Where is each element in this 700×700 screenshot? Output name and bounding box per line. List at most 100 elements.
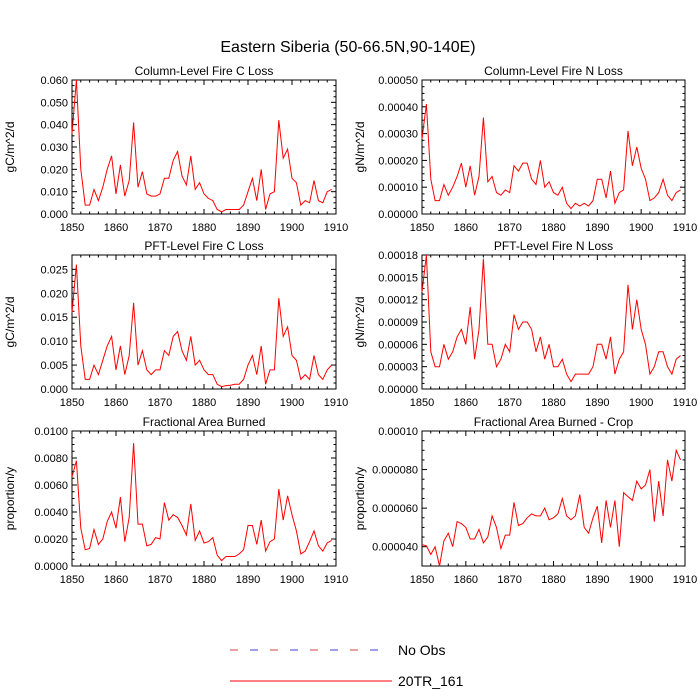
y-tick-label: 0.015 xyxy=(40,312,68,324)
plot-frame xyxy=(421,430,686,567)
y-tick-label: 0.000080 xyxy=(372,465,418,477)
panel-2: 1850 1860 1870 1880 1890 1900 1910 0.00000 0.000… xyxy=(353,64,697,234)
y-tick-label: 0.000040 xyxy=(372,542,418,554)
panel-title: Fractional Area Burned - Crop xyxy=(474,415,634,429)
x-tick-label: 1850 xyxy=(410,397,434,409)
x-tick-label: 1860 xyxy=(104,574,128,586)
x-tick-label: 1870 xyxy=(148,397,172,409)
y-tick-label: 0.00010 xyxy=(378,426,418,438)
x-tick-label: 1860 xyxy=(454,222,478,234)
x-tick-label: 1860 xyxy=(454,574,478,586)
y-tick-label: 0.025 xyxy=(40,264,68,276)
x-tick-label: 1910 xyxy=(673,397,697,409)
series-line-20TR_161 xyxy=(71,264,332,388)
x-tick-label: 1850 xyxy=(410,574,434,586)
y-axis-label: proportion/y xyxy=(353,467,367,530)
y-tick-label: 0.0020 xyxy=(34,534,68,546)
panel-title: PFT-Level Fire N Loss xyxy=(494,239,613,253)
x-tick-label: 1890 xyxy=(236,574,260,586)
y-tick-label: 0.00018 xyxy=(378,250,418,262)
x-tick-label: 1860 xyxy=(104,222,128,234)
x-tick-label: 1890 xyxy=(585,397,609,409)
y-axis-label: gN/m^2/d xyxy=(353,297,367,348)
x-tick-label: 1880 xyxy=(192,222,216,234)
y-tick-label: 0.00020 xyxy=(378,155,418,167)
panel-title: Column-Level Fire N Loss xyxy=(484,64,623,78)
plot-frame xyxy=(71,430,337,567)
y-tick-label: 0.00006 xyxy=(378,339,418,351)
x-tick-label: 1870 xyxy=(148,574,172,586)
x-tick-label: 1910 xyxy=(324,397,348,409)
series-line-20TR_161 xyxy=(71,79,332,213)
x-tick-label: 1880 xyxy=(541,397,565,409)
y-tick-label: 0.0060 xyxy=(34,480,68,492)
y-tick-label: 0.00050 xyxy=(378,75,418,87)
x-tick-label: 1900 xyxy=(629,574,653,586)
legend-label-no-obs: No Obs xyxy=(398,642,445,658)
panels: 1850 1860 1870 1880 1890 1900 1910 0.000 0.010 0.… xyxy=(3,64,697,586)
x-tick-label: 1890 xyxy=(236,397,260,409)
y-tick-label: 0.0000 xyxy=(34,561,68,573)
figure-title: Eastern Siberia (50-66.5N,90-140E) xyxy=(220,39,475,56)
x-tick-label: 1900 xyxy=(629,397,653,409)
panel-5: 1850 1860 1870 1880 1890 1900 1910 0.0000 0.0020… xyxy=(3,415,348,586)
x-tick-label: 1870 xyxy=(497,574,521,586)
plot-frame xyxy=(421,79,686,215)
x-tick-label: 1910 xyxy=(673,222,697,234)
y-tick-label: 0.00003 xyxy=(378,362,418,374)
y-tick-label: 0.030 xyxy=(40,142,68,154)
series-line-20TR_161 xyxy=(421,448,682,567)
y-tick-label: 0.000 xyxy=(40,209,68,221)
y-tick-label: 0.020 xyxy=(40,288,68,300)
y-tick-label: 0.00040 xyxy=(378,102,418,114)
panel-title: PFT-Level Fire C Loss xyxy=(144,239,263,253)
y-tick-label: 0.00009 xyxy=(378,317,418,329)
y-tick-label: 0.0040 xyxy=(34,507,68,519)
y-axis-label: gC/m^2/d xyxy=(3,122,17,173)
panel-1: 1850 1860 1870 1880 1890 1900 1910 0.000 0.010 0.… xyxy=(3,64,348,234)
x-tick-label: 1860 xyxy=(104,397,128,409)
y-tick-label: 0.0080 xyxy=(34,453,68,465)
y-tick-label: 0.010 xyxy=(40,187,68,199)
x-tick-label: 1900 xyxy=(280,397,304,409)
panel-title: Fractional Area Burned xyxy=(143,415,266,429)
x-tick-label: 1850 xyxy=(60,397,84,409)
series-line-20TR_161 xyxy=(421,254,681,383)
series-line-20TR_161 xyxy=(421,104,681,210)
x-tick-label: 1850 xyxy=(60,222,84,234)
x-tick-label: 1880 xyxy=(541,222,565,234)
legend: No Obs 20TR_161 xyxy=(230,642,464,689)
y-tick-label: 0.010 xyxy=(40,336,68,348)
y-tick-label: 0.00010 xyxy=(378,182,418,194)
y-tick-label: 0.005 xyxy=(40,360,68,372)
x-tick-label: 1870 xyxy=(497,222,521,234)
y-tick-label: 0.00000 xyxy=(378,209,418,221)
y-tick-label: 0.00000 xyxy=(378,384,418,396)
y-tick-label: 0.000 xyxy=(40,384,68,396)
x-tick-label: 1890 xyxy=(585,574,609,586)
y-axis-label: gC/m^2/d xyxy=(3,297,17,348)
y-axis-label: gN/m^2/d xyxy=(353,122,367,173)
panel-4: 1850 1860 1870 1880 1890 1900 1910 0.00000 0.000… xyxy=(353,239,697,409)
x-tick-label: 1860 xyxy=(454,397,478,409)
plot-frame xyxy=(421,254,686,390)
series-line-20TR_161 xyxy=(71,443,332,562)
y-tick-label: 0.00015 xyxy=(378,272,418,284)
y-axis-label: proportion/y xyxy=(3,467,17,530)
x-tick-label: 1900 xyxy=(280,574,304,586)
x-tick-label: 1890 xyxy=(585,222,609,234)
y-tick-label: 0.020 xyxy=(40,164,68,176)
x-tick-label: 1910 xyxy=(324,222,348,234)
y-tick-label: 0.060 xyxy=(40,75,68,87)
y-tick-label: 0.040 xyxy=(40,120,68,132)
x-tick-label: 1900 xyxy=(280,222,304,234)
x-tick-label: 1890 xyxy=(236,222,260,234)
x-tick-label: 1870 xyxy=(497,397,521,409)
y-tick-label: 0.00012 xyxy=(378,295,418,307)
y-tick-label: 0.050 xyxy=(40,97,68,109)
x-tick-label: 1870 xyxy=(148,222,172,234)
x-tick-label: 1900 xyxy=(629,222,653,234)
legend-label-20tr-161: 20TR_161 xyxy=(398,673,464,689)
x-tick-label: 1880 xyxy=(192,397,216,409)
